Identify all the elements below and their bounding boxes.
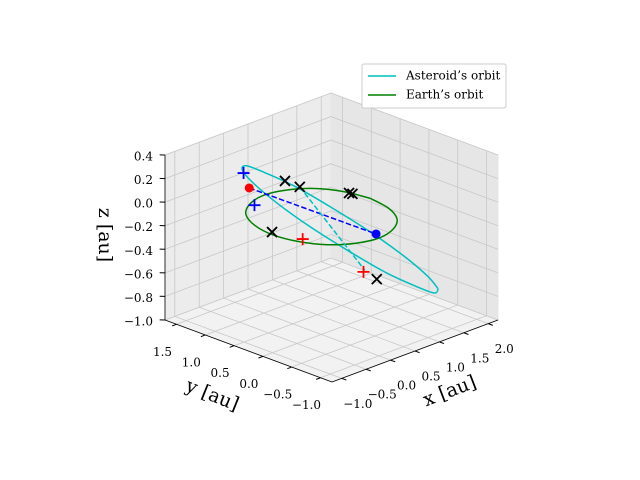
- tick-mark: [439, 341, 445, 345]
- tick-mark: [390, 359, 396, 363]
- grid-line: [164, 139, 499, 203]
- z-tick-label: −0.6: [124, 267, 153, 281]
- cross-marker: [346, 188, 359, 200]
- legend-box: [361, 63, 507, 109]
- z-tick-label: 0.0: [134, 197, 153, 211]
- legend-label: Asteroid’s orbit: [405, 69, 500, 83]
- plus-marker: [357, 265, 370, 278]
- x-tick-label: 2.0: [495, 342, 514, 356]
- z-axis-label: z [au]: [94, 208, 116, 262]
- point-marker: [244, 183, 254, 193]
- y-tick-label: 0.0: [239, 377, 258, 391]
- plus-marker: [296, 233, 309, 246]
- y-axis-label: y [au]: [182, 374, 242, 415]
- grid-line: [164, 163, 499, 227]
- legend-label: Earth’s orbit: [406, 88, 483, 102]
- series-line: [241, 165, 439, 294]
- y-tick-label: −1.0: [292, 398, 321, 412]
- axes: −1.0−0.50.00.51.01.52.0−1.0−0.50.00.51.0…: [124, 92, 514, 412]
- z-tick-label: −1.0: [124, 315, 153, 329]
- x-tick-label: 1.5: [470, 351, 489, 365]
- series-line: [244, 187, 398, 246]
- grid-line: [164, 92, 499, 156]
- z-tick-label: −0.4: [124, 244, 154, 258]
- plus-marker: [248, 199, 261, 212]
- tick-mark: [463, 332, 469, 335]
- tick-mark: [341, 377, 347, 381]
- z-tick-label: −0.2: [124, 220, 153, 234]
- tick-mark: [229, 345, 235, 348]
- z-tick-label: 0.4: [134, 150, 153, 164]
- z-tick-label: 0.2: [134, 173, 153, 187]
- tick-mark: [200, 334, 206, 338]
- tick-mark: [171, 323, 177, 327]
- y-tick-label: 1.0: [182, 355, 201, 369]
- y-tick-label: 1.5: [153, 345, 172, 359]
- series-line: [249, 187, 377, 235]
- x-tick-label: 1.0: [446, 360, 465, 374]
- z-tick-label: −0.8: [124, 291, 153, 305]
- cross-marker: [343, 187, 355, 199]
- y-tick-label: −0.5: [263, 388, 292, 402]
- x-tick-label: 0.5: [421, 370, 440, 384]
- cross-marker: [294, 181, 306, 193]
- grid-line: [164, 186, 499, 250]
- tick-mark: [287, 366, 292, 370]
- series-line: [299, 186, 366, 271]
- tick-mark: [414, 350, 420, 354]
- plus-marker: [237, 167, 250, 180]
- cross-marker: [279, 175, 291, 187]
- cross-marker: [266, 226, 278, 238]
- x-tick-label: 0.0: [397, 379, 416, 393]
- cross-marker: [371, 273, 383, 285]
- grid-line: [164, 210, 499, 274]
- tick-mark: [366, 368, 371, 372]
- x-tick-label: −0.5: [368, 388, 397, 402]
- tick-mark: [315, 377, 321, 380]
- y-tick-label: 0.5: [211, 366, 230, 380]
- tick-mark: [258, 355, 264, 359]
- axis-line: [331, 319, 499, 383]
- grid-line: [164, 233, 499, 297]
- tick-mark: [488, 323, 494, 326]
- point-marker: [371, 229, 381, 239]
- axis-line: [164, 319, 333, 383]
- x-tick-label: −1.0: [343, 397, 372, 411]
- grid-line: [164, 257, 499, 321]
- grid-line: [164, 116, 499, 179]
